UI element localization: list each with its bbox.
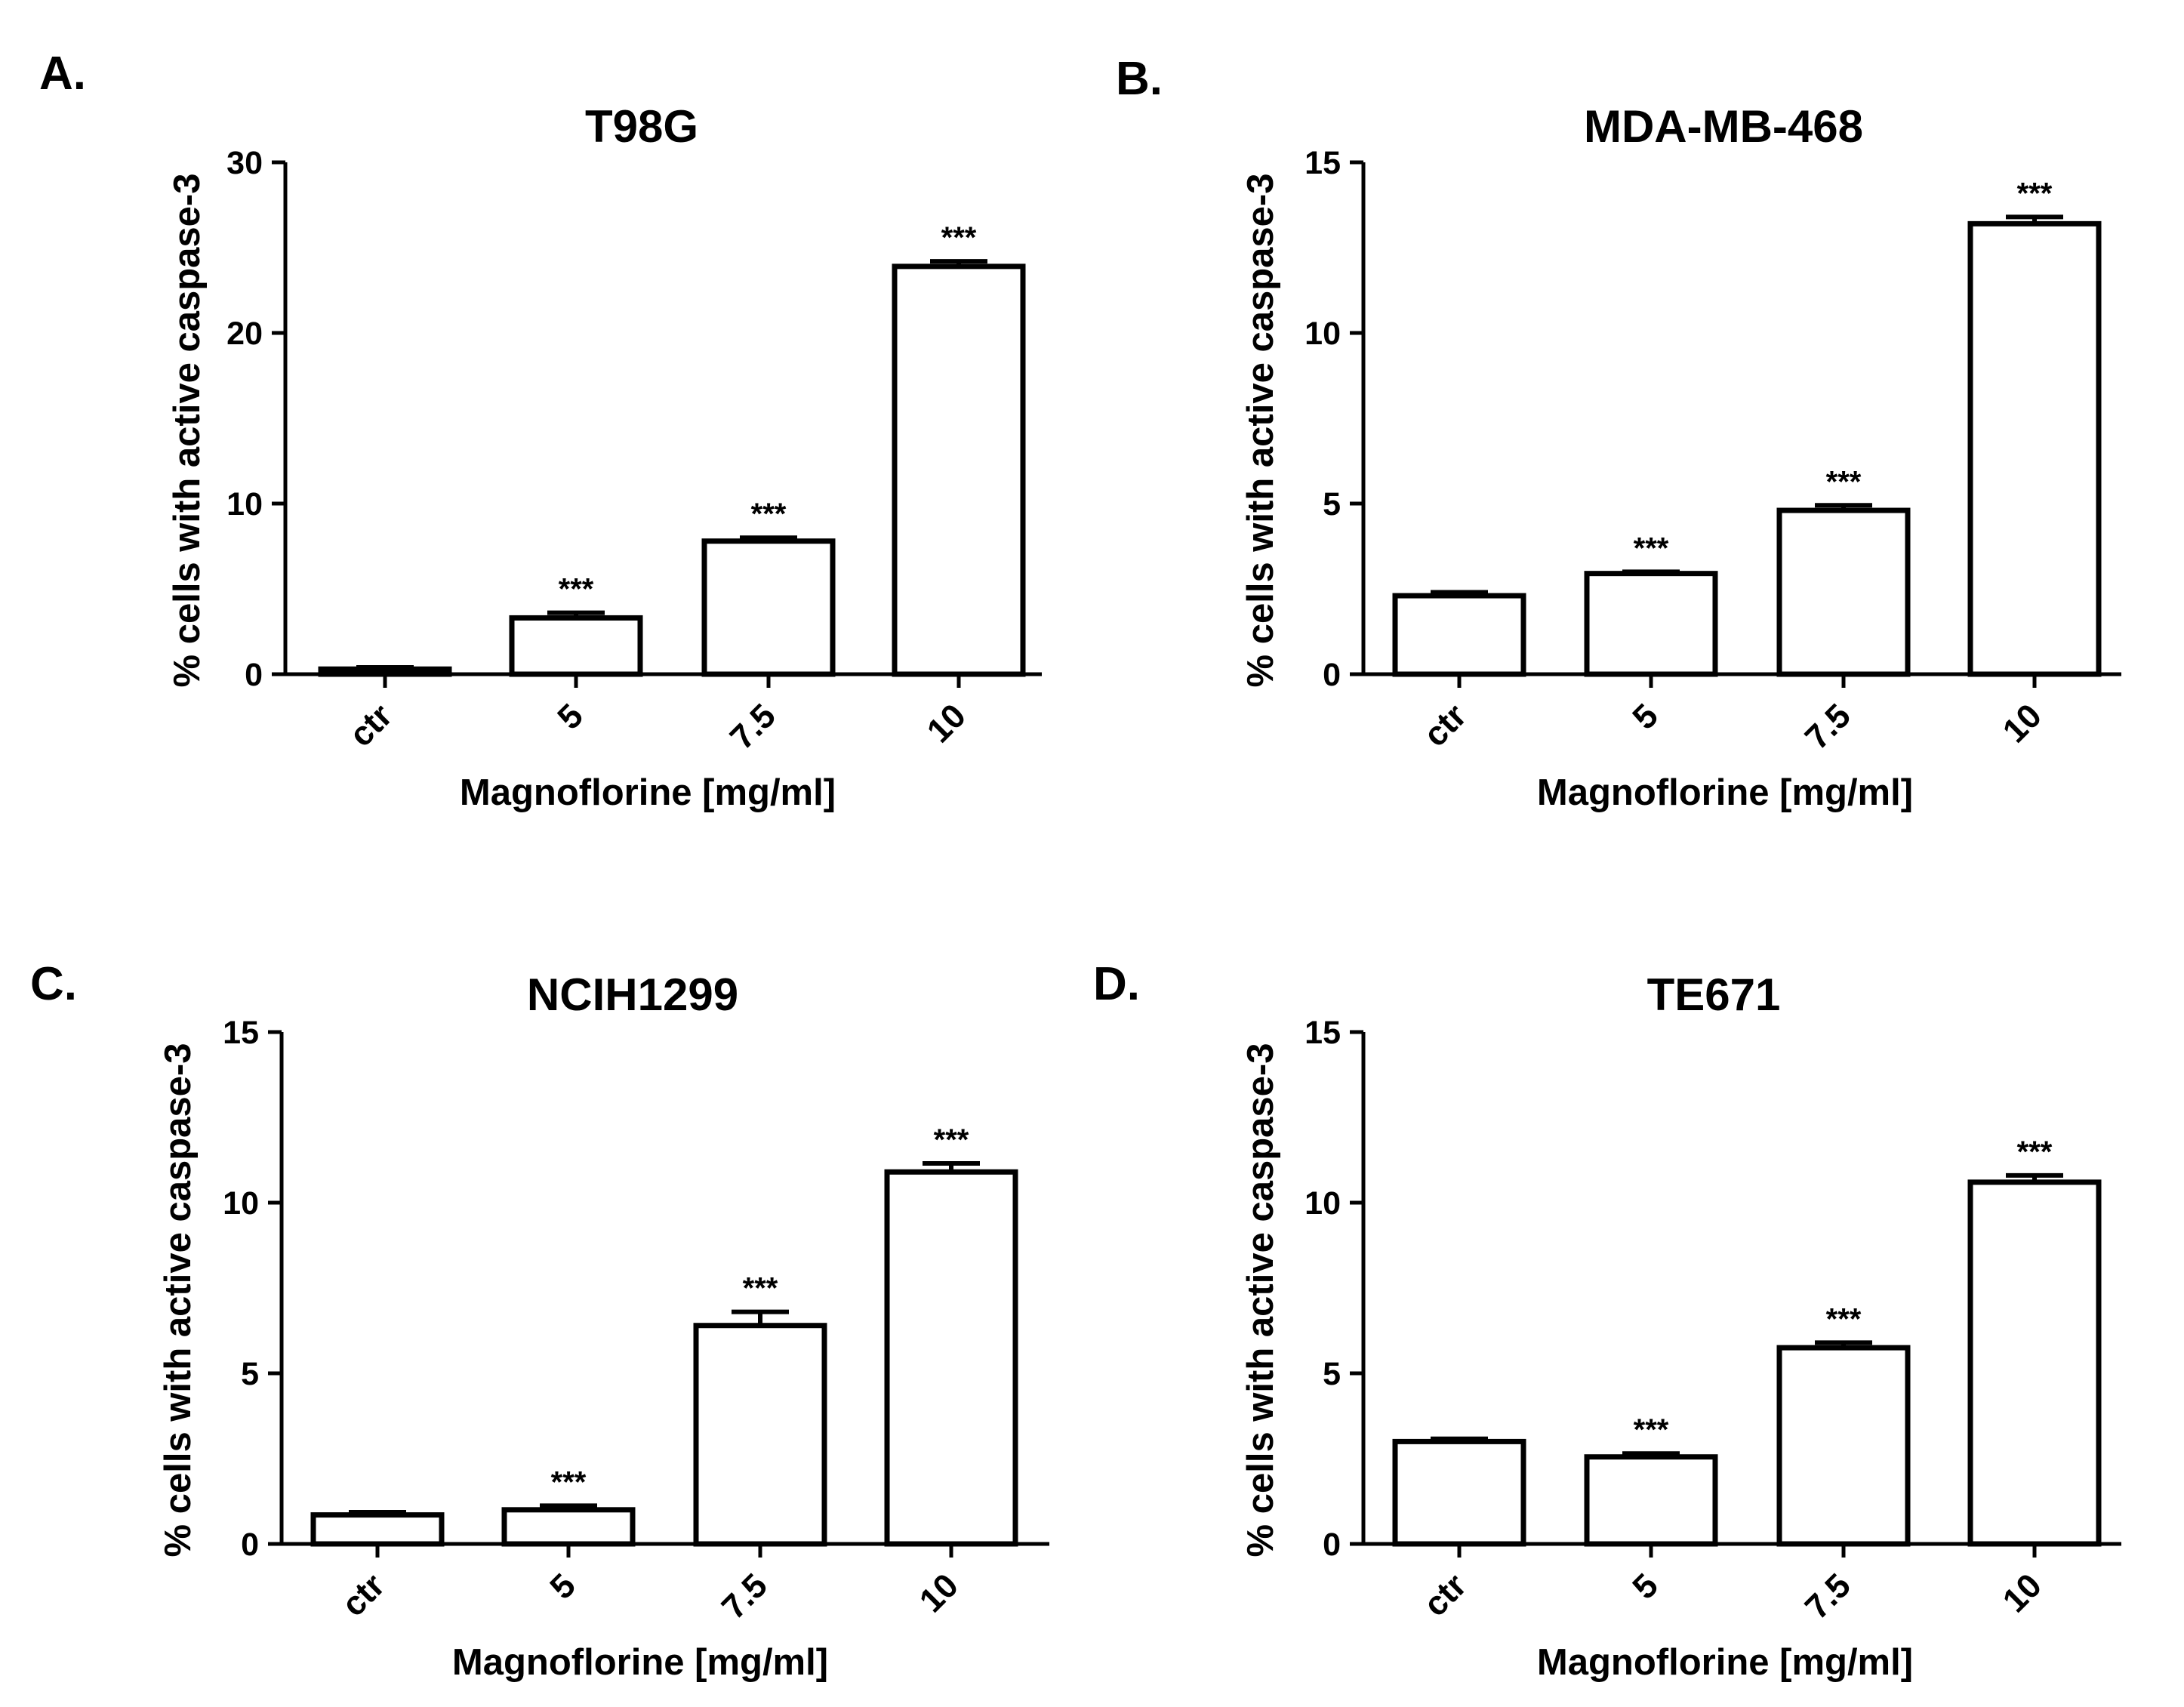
y-tick-label: 15 xyxy=(1305,1015,1341,1051)
panel-letter: D. xyxy=(1093,958,1140,1010)
significance-label: *** xyxy=(1634,1413,1669,1447)
significance-label: *** xyxy=(743,1272,778,1305)
significance-label: *** xyxy=(1826,1302,1862,1336)
y-tick-label: 5 xyxy=(1323,1356,1341,1392)
y-tick-label: 30 xyxy=(226,145,263,181)
significance-label: *** xyxy=(751,498,787,531)
significance-label: *** xyxy=(2017,1135,2053,1169)
panel-letter: A. xyxy=(39,48,86,100)
bar xyxy=(310,1512,445,1547)
y-axis-label: % cells with active caspase-3 xyxy=(167,174,208,688)
chart-panel-c: C. NCIH1299 % cells with active caspase-… xyxy=(30,958,1049,1683)
x-tick-label: 7.5 xyxy=(1797,696,1858,756)
significance-label: *** xyxy=(1826,465,1862,498)
chart-panel-b: B. MDA-MB-468 % cells with active caspas… xyxy=(1116,53,2121,813)
y-axis-label: % cells with active caspase-3 xyxy=(1240,1043,1281,1558)
x-tick-label: ctr xyxy=(1415,1566,1474,1624)
y-tick-label: 5 xyxy=(1323,486,1341,522)
x-tick-label: 5 xyxy=(542,1566,583,1607)
y-tick-label: 10 xyxy=(226,486,263,522)
significance-label: *** xyxy=(934,1123,969,1157)
bar xyxy=(693,1323,827,1547)
y-tick-label: 0 xyxy=(1323,657,1341,693)
x-tick-label: 10 xyxy=(919,696,973,750)
panel-letter: C. xyxy=(30,958,77,1010)
bar xyxy=(318,666,452,677)
x-tick-label: ctr xyxy=(341,696,399,754)
x-axis-label: Magnoflorine [mg/ml] xyxy=(1537,1642,1913,1683)
y-axis-label: % cells with active caspase-3 xyxy=(158,1043,199,1558)
bar xyxy=(1584,1454,1718,1547)
x-tick-label: 7.5 xyxy=(1797,1566,1858,1626)
significance-label: *** xyxy=(1634,532,1669,565)
x-tick-label: 10 xyxy=(912,1566,966,1619)
x-tick-label: ctr xyxy=(1415,696,1474,754)
y-tick-label: 15 xyxy=(223,1015,259,1051)
y-tick-label: 20 xyxy=(226,316,263,352)
bar xyxy=(1967,1179,2102,1547)
chart-title: TE671 xyxy=(1647,969,1781,1020)
chart-panel-d: D. TE671 % cells with active caspase-3 M… xyxy=(1093,958,2121,1683)
chart-title: T98G xyxy=(585,101,698,152)
significance-label: *** xyxy=(941,221,977,254)
x-tick-label: 10 xyxy=(1995,1566,2049,1619)
bar xyxy=(1776,507,1911,677)
chart-panel-a: A. T98G % cells with active caspase-3 Ma… xyxy=(39,48,1042,813)
bar xyxy=(884,1169,1018,1547)
x-tick-label: 5 xyxy=(1625,696,1665,737)
bar xyxy=(1776,1345,1911,1547)
y-tick-label: 10 xyxy=(1305,316,1341,352)
y-tick-label: 0 xyxy=(245,657,263,693)
x-tick-label: ctr xyxy=(334,1566,392,1624)
y-tick-label: 0 xyxy=(1323,1527,1341,1563)
x-axis-label: Magnoflorine [mg/ml] xyxy=(460,772,836,813)
panel-letter: B. xyxy=(1116,53,1163,105)
significance-label: *** xyxy=(559,573,594,606)
bar xyxy=(509,615,643,677)
bar xyxy=(1392,593,1526,677)
bar xyxy=(701,538,836,677)
significance-label: *** xyxy=(551,1465,587,1499)
bar xyxy=(1967,220,2102,677)
bar xyxy=(501,1507,636,1547)
x-tick-label: 7.5 xyxy=(714,1566,775,1626)
bar xyxy=(892,263,1026,677)
x-tick-label: 5 xyxy=(1625,1566,1665,1607)
y-tick-label: 5 xyxy=(241,1356,259,1392)
y-tick-label: 0 xyxy=(241,1527,259,1563)
bar xyxy=(1584,571,1718,677)
x-tick-label: 10 xyxy=(1995,696,2049,750)
y-tick-label: 10 xyxy=(223,1185,259,1222)
bar xyxy=(1392,1438,1526,1547)
significance-label: *** xyxy=(2017,177,2053,210)
y-axis-label: % cells with active caspase-3 xyxy=(1240,174,1281,688)
y-tick-label: 15 xyxy=(1305,145,1341,181)
y-tick-label: 10 xyxy=(1305,1185,1341,1222)
x-tick-label: 7.5 xyxy=(722,696,783,756)
chart-title: NCIH1299 xyxy=(527,969,738,1020)
x-axis-label: Magnoflorine [mg/ml] xyxy=(452,1642,828,1683)
x-tick-label: 5 xyxy=(550,696,590,737)
chart-title: MDA-MB-468 xyxy=(1584,101,1863,152)
x-axis-label: Magnoflorine [mg/ml] xyxy=(1537,772,1913,813)
